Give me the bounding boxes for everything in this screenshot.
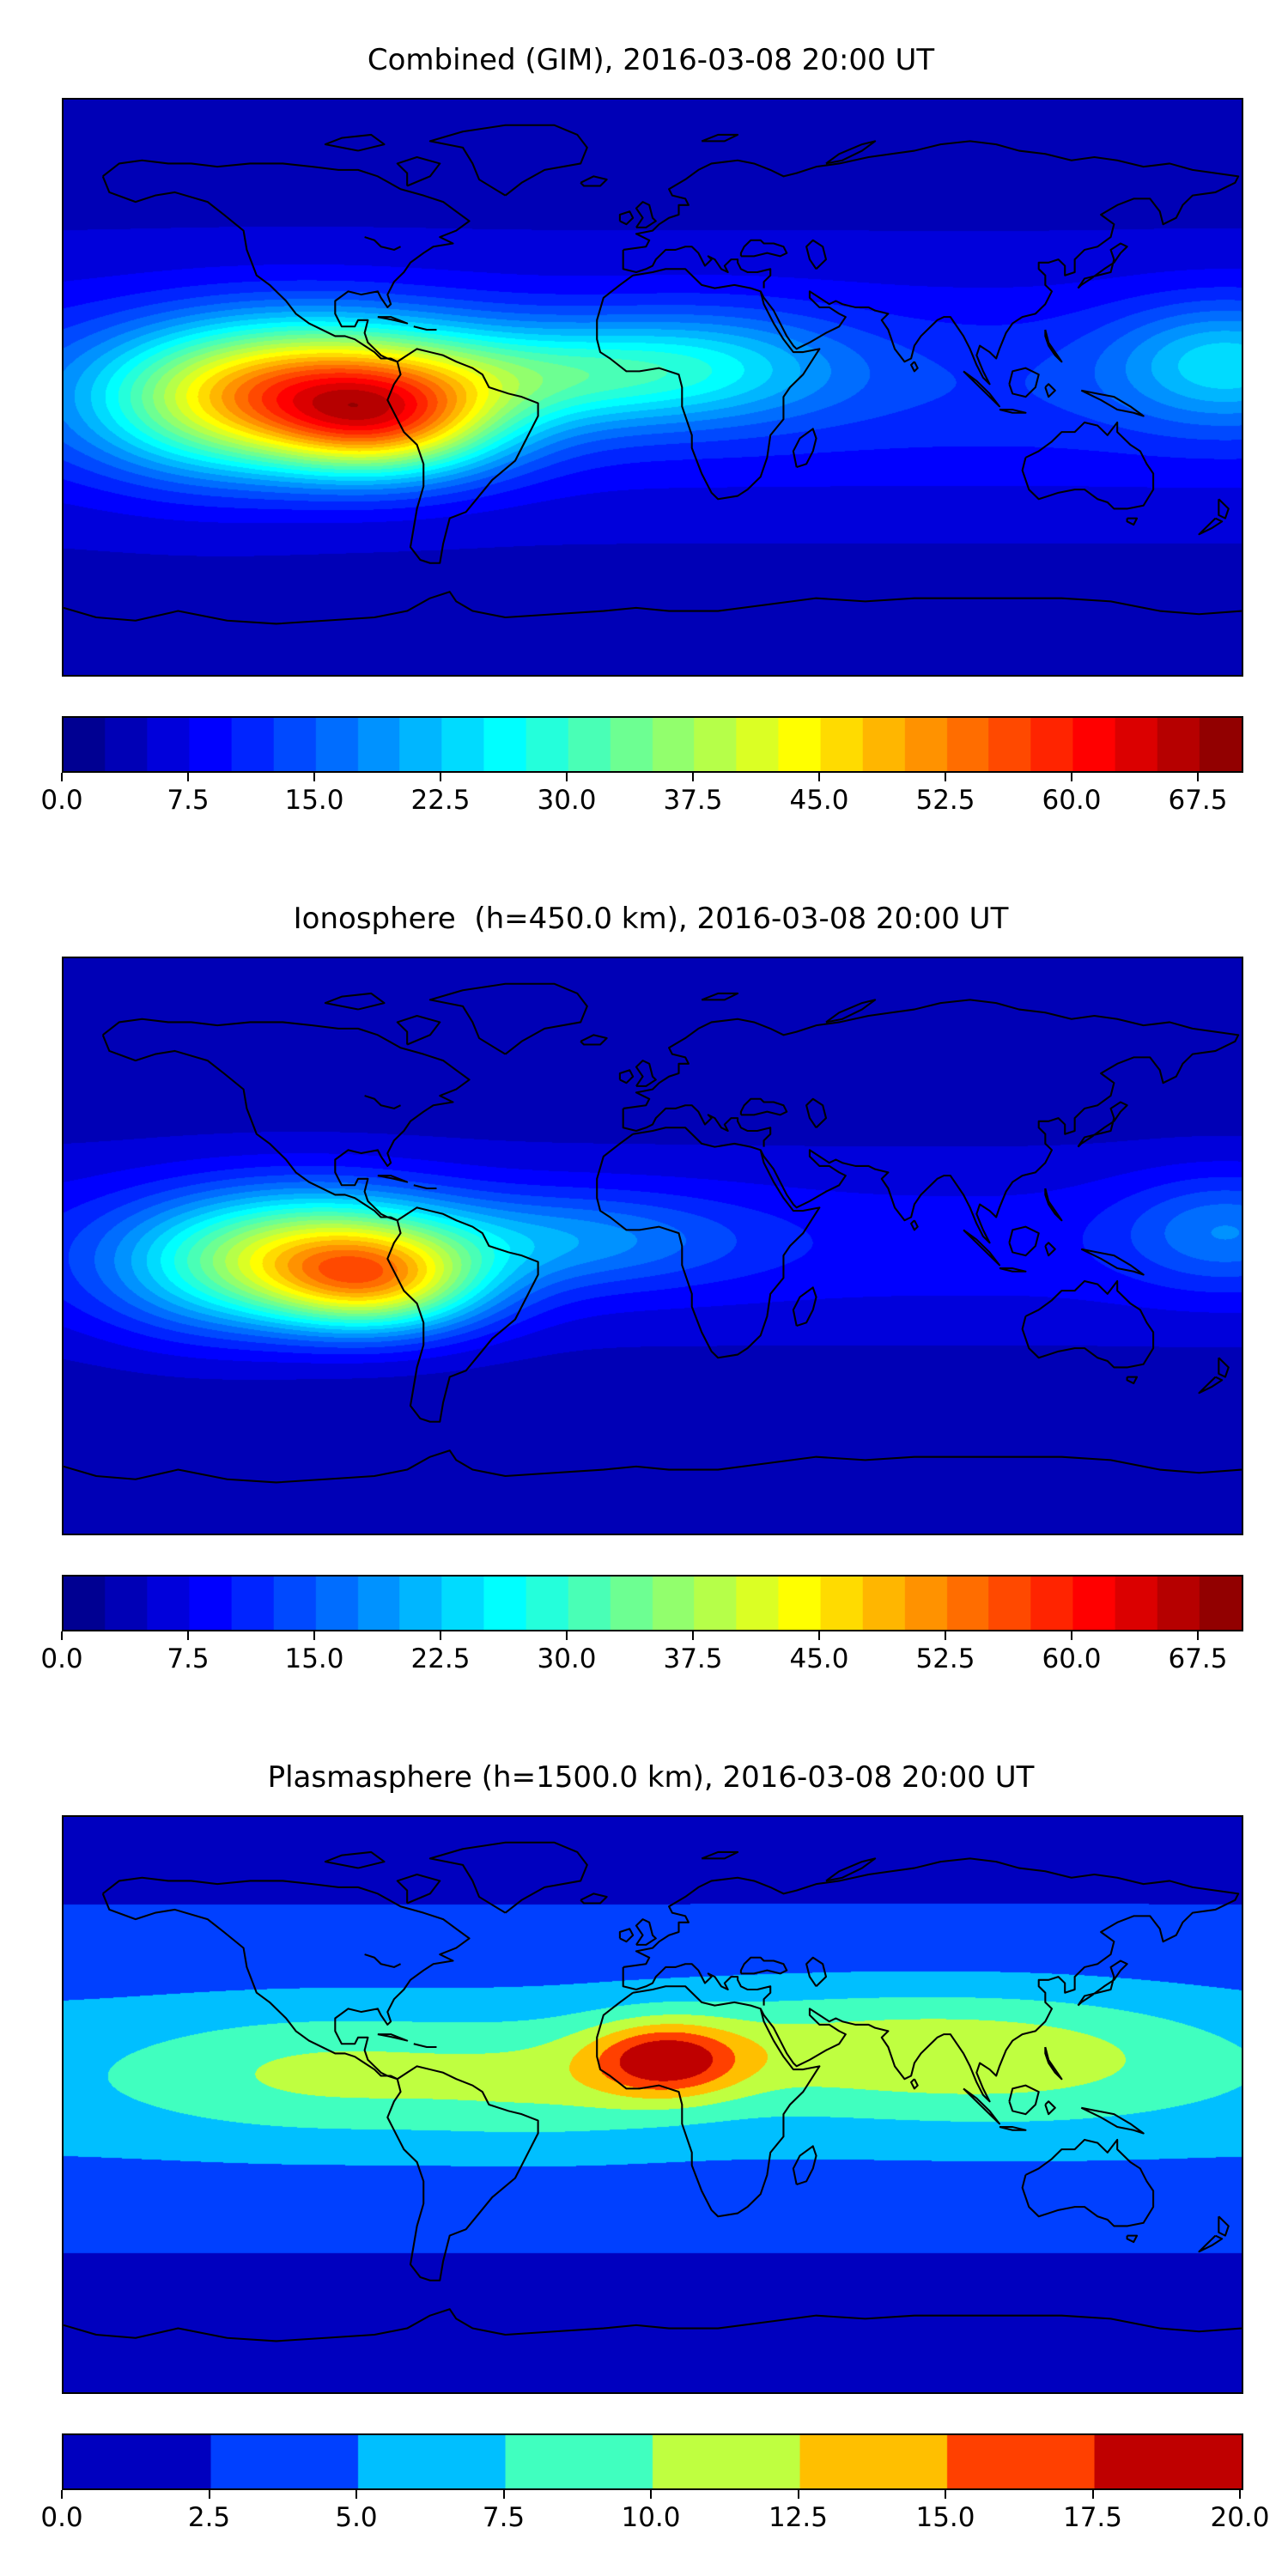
colorbar-tick-label: 0.0	[40, 2502, 83, 2533]
colorbar-tick-label: 2.5	[187, 2502, 231, 2533]
colorbar-tick-label: 10.0	[621, 2502, 681, 2533]
colorbar-tick	[1197, 1631, 1199, 1640]
colorbar-tick	[61, 2490, 63, 2499]
colorbar-tick	[692, 1631, 694, 1640]
coastlines-overlay	[64, 1841, 1242, 2342]
colorbar-tick	[692, 773, 694, 781]
panel-ionosphere: Ionosphere (h=450.0 km), 2016-03-08 20:0…	[0, 902, 1288, 1681]
colorbar-canvas	[64, 718, 1242, 771]
colorbar-tick-label: 45.0	[789, 1643, 849, 1674]
colorbar-tick-label: 22.5	[410, 785, 471, 816]
colorbar-tick	[1071, 773, 1072, 781]
colorbar-tick-label: 30.0	[537, 1643, 597, 1674]
colorbar-tick-label: 30.0	[537, 785, 597, 816]
colorbar-tick	[818, 1631, 820, 1640]
colorbar-tick-label: 15.0	[284, 1643, 344, 1674]
colorbar-tick-label: 15.0	[284, 785, 344, 816]
colorbar-tick	[1197, 773, 1199, 781]
colorbar-tick-label: 22.5	[410, 1643, 471, 1674]
colorbar-tick	[1091, 2490, 1094, 2499]
world-map-combined	[62, 98, 1243, 677]
colorbar-tick-label: 52.5	[915, 785, 975, 816]
colorbar-tick	[61, 773, 63, 781]
panel-title: Plasmasphere (h=1500.0 km), 2016-03-08 2…	[267, 1760, 1035, 1795]
colorbar-tick	[1071, 1631, 1072, 1640]
colorbar-tick	[566, 773, 568, 781]
colorbar-tick-label: 17.5	[1062, 2502, 1123, 2533]
colorbar-tick	[566, 1631, 568, 1640]
colorbar-tick	[650, 2490, 652, 2499]
panel-combined-gim: Combined (GIM), 2016-03-08 20:00 UT 0.0 7…	[0, 0, 1288, 823]
colorbar-canvas	[64, 2435, 1242, 2488]
colorbar-tick-row: 0.0 2.5 5.0 7.5 10.0 12.5 15.0 17.5 20.0	[40, 2490, 1270, 2540]
colorbar-tick-label: 0.0	[40, 785, 83, 816]
colorbar-tick	[187, 773, 189, 781]
colorbar-plasmasphere	[62, 2433, 1243, 2490]
world-map-plasmasphere	[62, 1815, 1243, 2394]
colorbar-tick-label: 7.5	[167, 785, 210, 816]
colorbar-tick	[945, 2490, 946, 2499]
colorbar-combined	[62, 716, 1243, 773]
colorbar-tick-label: 7.5	[167, 1643, 210, 1674]
colorbar-tick-label: 67.5	[1168, 1643, 1228, 1674]
coastlines-overlay	[64, 982, 1242, 1484]
colorbar-tick	[945, 1631, 946, 1640]
colorbar-ionosphere	[62, 1575, 1243, 1631]
panel-title: Ionosphere (h=450.0 km), 2016-03-08 20:0…	[293, 902, 1009, 936]
colorbar-tick-label: 45.0	[789, 785, 849, 816]
colorbar-tick-label: 15.0	[915, 2502, 975, 2533]
panel-plasmasphere: Plasmasphere (h=1500.0 km), 2016-03-08 2…	[0, 1760, 1288, 2540]
colorbar-tick-label: 60.0	[1042, 1643, 1102, 1674]
colorbar-tick	[187, 1631, 189, 1640]
colorbar-tick-label: 5.0	[335, 2502, 378, 2533]
colorbar-tick	[313, 1631, 315, 1640]
colorbar-tick	[797, 2490, 799, 2499]
colorbar-tick-label: 37.5	[663, 1643, 723, 1674]
coastline-path	[64, 1841, 1242, 2342]
colorbar-tick	[440, 1631, 441, 1640]
colorbar-tick-label: 67.5	[1168, 785, 1228, 816]
colorbar-tick	[502, 2490, 505, 2499]
colorbar-tick-label: 12.5	[768, 2502, 829, 2533]
colorbar-tick	[355, 2490, 357, 2499]
colorbar-tick	[208, 2490, 210, 2499]
colorbar-tick	[945, 773, 946, 781]
coastlines-overlay	[64, 124, 1242, 625]
coastline-path	[64, 124, 1242, 625]
colorbar-tick	[1239, 2490, 1241, 2499]
colorbar-tick-label: 0.0	[40, 1643, 83, 1674]
colorbar-tick-label: 60.0	[1042, 785, 1102, 816]
panel-title: Combined (GIM), 2016-03-08 20:00 UT	[367, 43, 935, 77]
colorbar-tick	[313, 773, 315, 781]
colorbar-tick	[440, 773, 441, 781]
colorbar-tick-row: 0.0 7.5 15.0 22.5 30.0 37.5 45.0 52.5 60.0 67.5	[40, 773, 1240, 823]
coastline-path	[64, 982, 1242, 1484]
colorbar-tick-label: 20.0	[1210, 2502, 1270, 2533]
colorbar-tick-row: 0.0 7.5 15.0 22.5 30.0 37.5 45.0 52.5 60.0 67.5	[40, 1631, 1240, 1681]
colorbar-tick	[818, 773, 820, 781]
colorbar-tick-label: 7.5	[482, 2502, 526, 2533]
colorbar-tick-label: 37.5	[663, 785, 723, 816]
colorbar-tick-label: 52.5	[915, 1643, 975, 1674]
colorbar-tick	[61, 1631, 63, 1640]
colorbar-canvas	[64, 1577, 1242, 1630]
world-map-ionosphere	[62, 957, 1243, 1535]
